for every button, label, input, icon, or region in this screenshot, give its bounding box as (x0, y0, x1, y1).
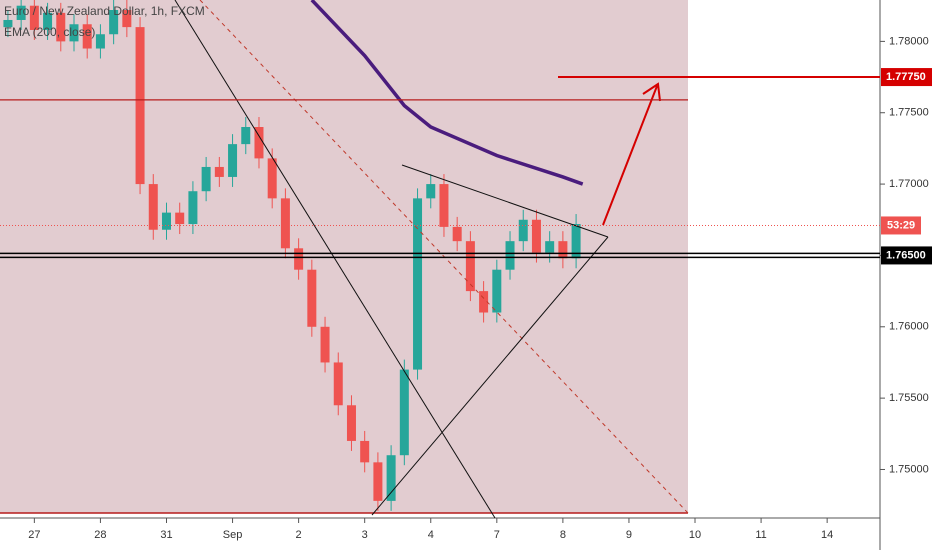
candle-body (386, 455, 396, 501)
x-tick-label: 28 (94, 529, 106, 541)
candle-body (505, 241, 515, 270)
support-label: 1.76500 (886, 249, 926, 261)
candle-body (399, 369, 409, 456)
candle-body (373, 462, 383, 501)
arrow-head (642, 82, 661, 102)
x-tick-label: 7 (494, 529, 500, 541)
y-tick-label: 1.77500 (889, 107, 929, 119)
target-label-box (881, 68, 932, 87)
candle-body (161, 212, 171, 230)
candle-body (69, 24, 79, 42)
candle-body (426, 184, 436, 199)
candle-body (307, 269, 317, 327)
candle-body (492, 269, 502, 313)
candle-body (43, 12, 53, 30)
x-tick-label: 31 (160, 529, 172, 541)
x-tick-label: 11 (755, 529, 766, 541)
ema-line (310, 0, 584, 186)
candle-body (333, 362, 343, 406)
candle-body (122, 9, 132, 28)
y-tick-label: 1.75500 (889, 392, 929, 404)
candle-body (518, 219, 528, 242)
candle-body (148, 184, 158, 230)
candle-body (439, 184, 449, 227)
triangle-lower (371, 236, 609, 516)
candle-body (16, 5, 26, 20)
candle-body (320, 326, 330, 363)
x-tick-label: 9 (626, 529, 632, 541)
x-tick-label: 27 (28, 529, 40, 541)
candle-body (29, 5, 39, 30)
y-tick-label: 1.76000 (889, 321, 929, 333)
countdown: 53:29 (887, 219, 915, 231)
trend-line (174, 0, 496, 519)
candle-body (571, 224, 581, 259)
symbol-title: Euro / New Zealand Dollar, 1h, FXCM (4, 4, 205, 18)
candle-body (413, 198, 423, 370)
indicator-legend: EMA (200, close) (4, 25, 95, 39)
candle-body (175, 212, 185, 225)
candle-body (241, 127, 251, 145)
candle-body (267, 158, 277, 199)
candle-body (82, 24, 92, 49)
x-tick-label: Sep (223, 529, 243, 541)
candle-body (452, 226, 462, 242)
candle-body (294, 248, 304, 270)
candle-body (214, 166, 224, 177)
y-tick-label: 1.78000 (889, 35, 929, 47)
candle-body (545, 241, 555, 253)
candle-body (346, 405, 356, 441)
countdown-box (881, 216, 921, 235)
support-label-box (881, 246, 932, 265)
x-tick-label: 4 (428, 529, 434, 541)
candle-body (201, 166, 211, 192)
candle-body (3, 19, 13, 28)
candle-body (95, 34, 105, 49)
candle-body (531, 219, 541, 253)
x-tick-label: 3 (362, 529, 368, 541)
candle-body (465, 241, 475, 292)
candle-body (558, 241, 568, 259)
candle-body (135, 27, 145, 185)
dashed-trend-line (199, 0, 689, 514)
candle-body (360, 440, 370, 463)
y-tick-label: 1.75000 (889, 463, 929, 475)
y-tick-label: 1.77000 (889, 178, 929, 190)
x-tick-label: 10 (689, 529, 701, 541)
projection-arrow (602, 85, 658, 226)
marks (3, 0, 584, 511)
candle-body (228, 144, 238, 177)
candle-body (280, 198, 290, 249)
target-label: 1.77750 (886, 71, 926, 83)
candle-body (479, 291, 489, 313)
candle-body (254, 127, 264, 159)
x-tick-label: 2 (296, 529, 302, 541)
x-tick-label: 8 (560, 529, 566, 541)
candle-body (188, 191, 198, 225)
x-tick-label: 14 (821, 529, 833, 541)
candle-body (56, 12, 66, 42)
candle-body (109, 9, 119, 35)
